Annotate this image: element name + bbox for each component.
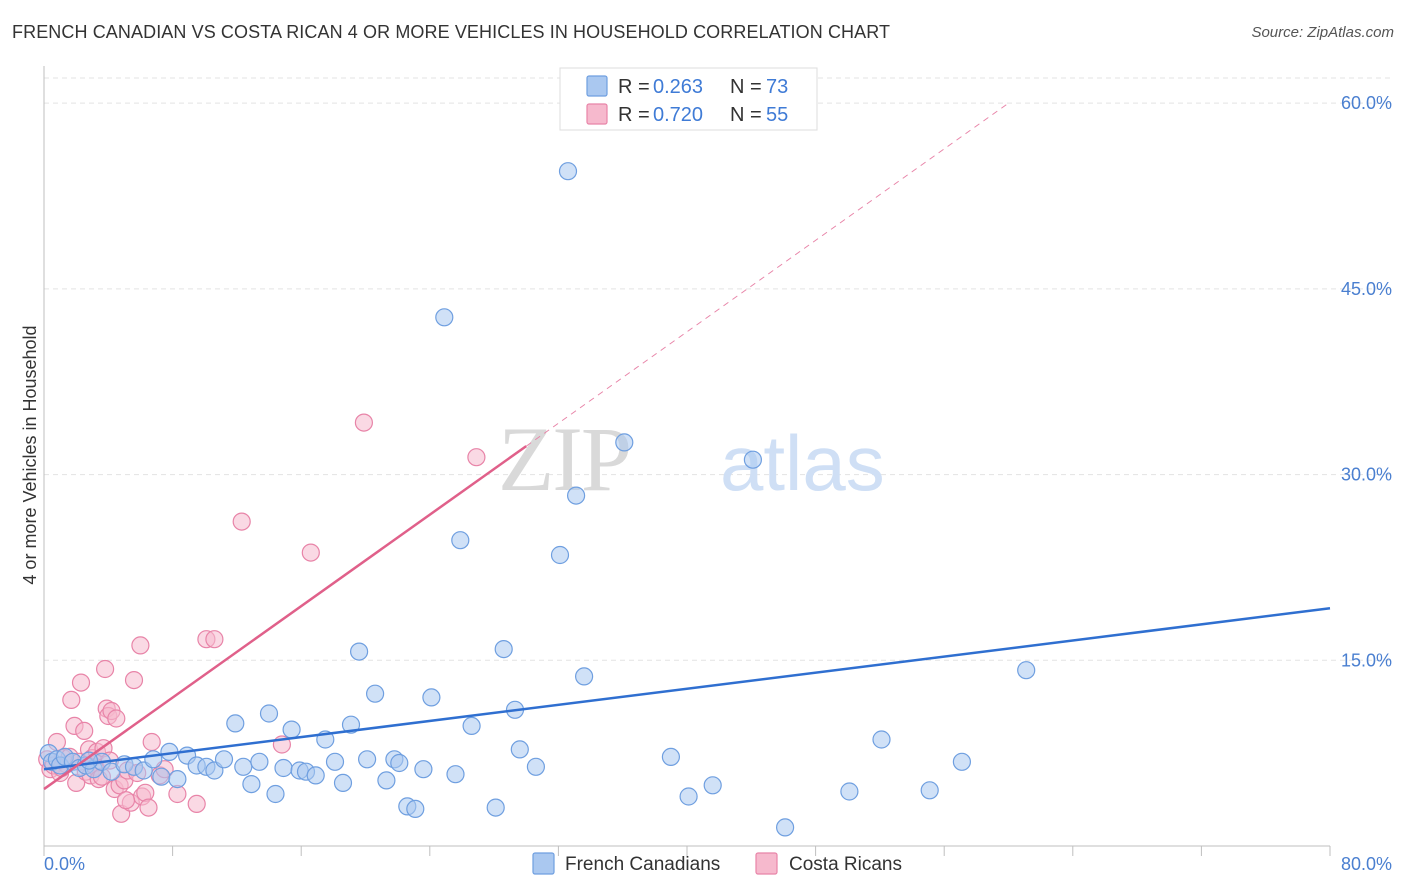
french-canadians-point [550,545,570,565]
costa-ricans-point [107,709,126,728]
french-canadians-point [486,798,505,817]
french-canadians-point [259,704,279,723]
french-canadians-point [242,774,261,794]
french-canadians-point [234,757,253,776]
legend-swatch-costa-ricans [586,103,608,125]
french-canadians-point [840,782,859,801]
legend-n-label: N = [730,76,762,98]
french-canadians-point [446,765,465,784]
french-canadians-point [743,450,763,469]
bottom-legend-swatch-costa-ricans [755,852,778,875]
french-canadians-point [526,757,546,776]
y-tick-label: 45.0% [1341,279,1392,299]
costa-ricans-trend-line [43,445,527,791]
french-canadians-point [775,818,795,837]
axes [43,66,1331,856]
french-canadians-point [250,752,269,771]
french-canadians-point [872,730,891,749]
french-canadians-point [1017,661,1036,680]
costa-ricans-point [142,732,161,752]
costa-ricans-point [187,794,206,814]
costa-ricans-point [131,636,150,655]
watermark: ZIP atlas [498,408,885,510]
french-canadians-point [422,688,441,707]
french-canadians-point [510,740,529,759]
french-canadians-point [390,753,409,773]
costa-ricans-point [124,670,144,690]
costa-ricans-point [62,690,81,710]
costa-ricans-point [139,798,158,817]
y-axis-title: 4 or more Vehicles in Household [20,325,40,584]
french-canadians-point [266,784,285,804]
french-canadians-point [358,750,377,769]
french-canadians-point [406,799,425,819]
costa-ricans-point [232,512,251,531]
legend-n-value: 55 [766,104,788,126]
x-tick-label-min: 0.0% [44,854,85,874]
costa-ricans-point [205,630,224,649]
chart-title: FRENCH CANADIAN VS COSTA RICAN 4 OR MORE… [12,22,891,42]
french-canadians-point [274,758,293,778]
french-canadians-point [558,162,578,181]
costa-ricans-point [95,659,115,679]
french-canadians-point [435,308,454,327]
legend-n-value: 73 [766,76,788,98]
french-canadians-point [451,531,470,550]
costa-ricans-point [467,448,486,467]
french-canadians-point [282,720,301,739]
french-canadians-point [615,433,634,452]
grid-lines: 15.0% 30.0% 45.0% 60.0% [44,77,1392,670]
costa-ricans-point [71,673,91,692]
bottom-legend-label-costa-ricans: Costa Ricans [789,854,902,875]
french-canadians-point [214,750,234,769]
french-canadians-point [168,769,187,789]
french-canadians-point [920,781,939,800]
french-canadians-point [325,752,345,771]
french-canadians-point [366,684,385,703]
french-canadians-point [661,747,681,767]
french-canadians-point [952,752,972,771]
data-points [38,162,1036,837]
legend-swatch-french-canadians [586,75,608,97]
series-legend: French Canadians Costa Ricans [532,852,902,875]
french-canadians-point [144,750,163,769]
x-tick-label-max: 80.0% [1341,854,1392,874]
french-canadians-point [703,776,722,795]
costa-ricans-trend-extension [525,102,1009,447]
french-canadians-point [152,767,171,786]
costa-ricans-point [75,721,94,741]
french-canadians-point [462,716,481,736]
french-canadians-point [566,486,586,505]
correlation-legend: R = 0.263 N = 73 R = 0.720 N = 55 [559,67,818,131]
bottom-legend-label-french-canadians: French Canadians [565,854,720,875]
legend-r-value: 0.720 [653,104,703,126]
french-canadians-point [414,760,433,779]
y-tick-label: 60.0% [1341,93,1392,113]
legend-r-label: R = [618,104,650,126]
french-canadians-point [306,766,325,785]
french-canadians-point [226,714,245,733]
y-tick-label: 15.0% [1341,650,1392,670]
watermark-zip: ZIP [498,408,630,510]
trend-lines [43,102,1331,791]
legend-r-value: 0.263 [653,76,703,98]
costa-ricans-point [116,791,136,810]
french-canadians-point [333,773,353,793]
source-label: Source: ZipAtlas.com [1251,24,1394,41]
y-tick-label: 30.0% [1341,465,1392,485]
french-canadians-trend-line [43,607,1331,771]
french-canadians-point [350,642,369,661]
legend-n-label: N = [730,104,762,126]
french-canadians-point [574,667,594,686]
costa-ricans-point [301,543,320,562]
french-canadians-point [341,715,361,734]
costa-ricans-point [136,783,155,802]
costa-ricans-point [354,413,373,432]
legend-r-label: R = [618,76,650,98]
french-canadians-point [377,771,396,790]
bottom-legend-swatch-french-canadians [532,852,555,875]
french-canadians-point [679,787,698,806]
french-canadians-point [494,639,513,659]
